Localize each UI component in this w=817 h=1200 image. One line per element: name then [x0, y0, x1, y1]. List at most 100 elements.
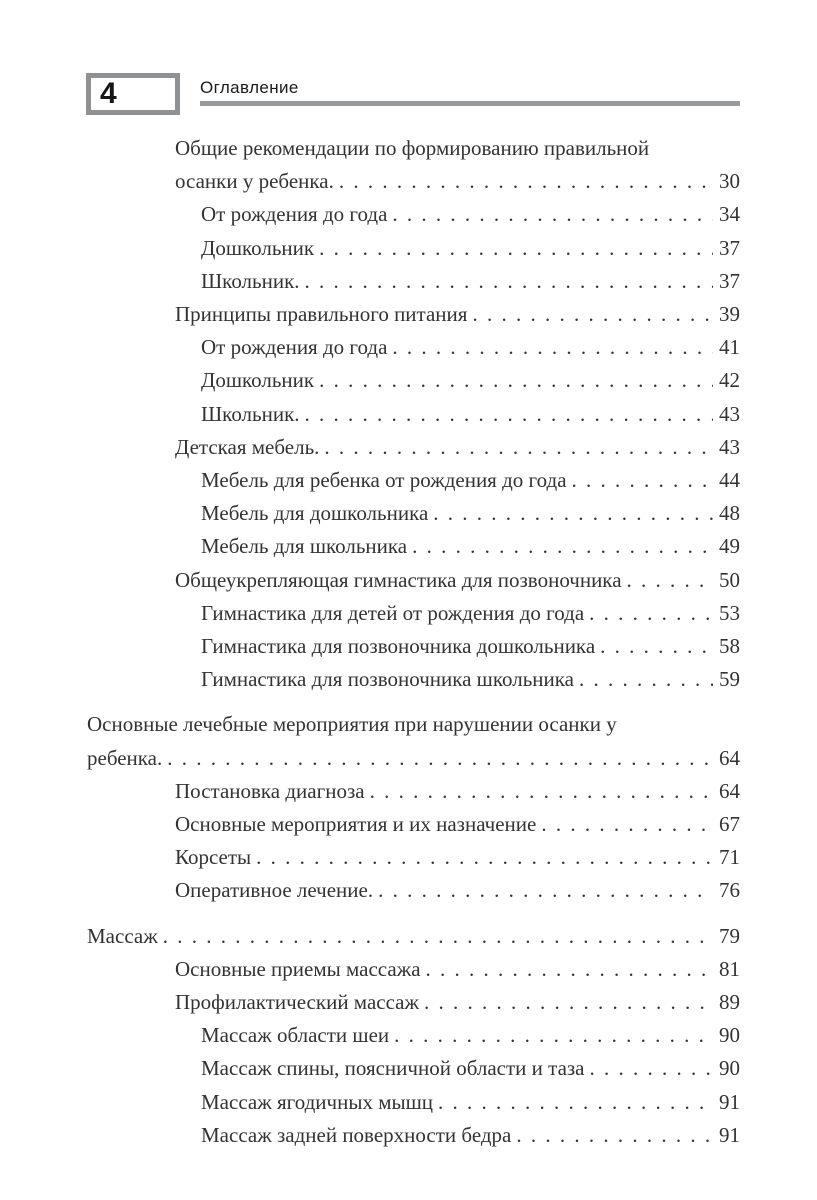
table-of-contents: Общие рекомендации по формированию прави…	[87, 132, 740, 1152]
toc-entry: Массаж спины, поясничной области и таза 9…	[87, 1052, 740, 1085]
toc-entry-title: осанки у ребенка.	[175, 169, 334, 194]
dot-leader	[370, 775, 713, 808]
header-title-block: Оглавление	[200, 73, 740, 106]
page-number-box: 4	[86, 73, 180, 115]
dot-leader	[378, 874, 713, 907]
toc-entry: Детская мебель. 43	[87, 431, 740, 464]
toc-entry-page: 76	[719, 878, 740, 903]
header-title: Оглавление	[200, 78, 299, 97]
toc-entry-page: 91	[719, 1122, 740, 1147]
toc-entry: Школьник. 37	[87, 265, 740, 298]
toc-entry-page: 43	[719, 401, 740, 426]
toc-entry-title: Массаж спины, поясничной области и таза	[201, 1056, 585, 1081]
toc-entry-line: Мебель для школьника 49	[201, 530, 740, 563]
toc-entry-line: Массаж области шеи 90	[201, 1019, 740, 1052]
toc-entry-page: 48	[719, 501, 740, 526]
toc-entry-page: 59	[719, 667, 740, 692]
toc-entry-page: 37	[719, 268, 740, 293]
toc-entry: Массаж области шеи 90	[87, 1019, 740, 1052]
toc-entry: Корсеты 71	[87, 841, 740, 874]
toc-entry: Принципы правильного питания 39	[87, 298, 740, 331]
toc-entry-line: Массаж 79	[87, 920, 740, 953]
page-number: 4	[100, 77, 117, 110]
toc-entry-line: Школьник. 43	[201, 398, 740, 431]
dot-leader	[305, 265, 713, 298]
toc-entry-title: Корсеты	[175, 845, 252, 870]
toc-entry: Основные лечебные мероприятия при наруше…	[87, 708, 740, 774]
dot-leader	[339, 165, 713, 198]
toc-entry: Основные приемы массажа 81	[87, 953, 740, 986]
toc-entry-title: Гимнастика для детей от рождения до года	[201, 600, 585, 625]
toc-entry-page: 39	[719, 302, 740, 327]
toc-entry-page: 49	[719, 534, 740, 559]
toc-entry-line: От рождения до года 34	[201, 198, 740, 231]
dot-leader	[589, 597, 713, 630]
dot-leader	[392, 331, 713, 364]
toc-entry-line: Профилактический массаж 89	[175, 986, 740, 1019]
toc-entry-title-line1: Общие рекомендации по формированию прави…	[175, 136, 650, 160]
toc-entry-title: Профилактический массаж	[175, 990, 420, 1015]
toc-entry-line: Массаж задней поверхности бедра 91	[201, 1119, 740, 1152]
toc-entry-line: Школьник. 37	[201, 265, 740, 298]
toc-entry-line: Массаж спины, поясничной области и таза 9…	[201, 1052, 740, 1085]
toc-entry-title: Детская мебель.	[175, 434, 320, 459]
dot-leader	[256, 841, 713, 874]
dot-leader	[472, 298, 713, 331]
toc-entry-page: 90	[719, 1056, 740, 1081]
dot-leader	[590, 1052, 713, 1085]
toc-entry-title: Основные приемы массажа	[175, 956, 421, 981]
toc-entry-title: Массаж ягодичных мышц	[201, 1089, 434, 1114]
toc-entry-page: 89	[719, 990, 740, 1015]
toc-entry-title: Мебель для ребенка от рождения до года	[201, 468, 567, 493]
toc-entry-line: Гимнастика для детей от рождения до года…	[201, 597, 740, 630]
toc-entry: Дошкольник 42	[87, 364, 740, 397]
toc-entry-page: 50	[719, 567, 740, 592]
toc-entry-title: Дошкольник	[201, 368, 315, 393]
toc-entry-page: 42	[719, 368, 740, 393]
toc-entry-title: Школьник.	[201, 268, 300, 293]
toc-entry: Гимнастика для детей от рождения до года…	[87, 597, 740, 630]
toc-entry-title: ребенка.	[87, 745, 163, 770]
toc-entry-title: Принципы правильного питания	[175, 302, 468, 327]
toc-entry: Постановка диагноза 64	[87, 775, 740, 808]
toc-entry-page: 71	[719, 845, 740, 870]
toc-entry: От рождения до года 34	[87, 198, 740, 231]
toc-entry-page: 37	[719, 235, 740, 260]
toc-entry-line: Основные приемы массажа 81	[175, 953, 740, 986]
toc-entry-line: Дошкольник 37	[201, 232, 740, 265]
dot-leader	[516, 1119, 713, 1152]
toc-entry: Мебель для школьника 49	[87, 530, 740, 563]
toc-entry-title: От рождения до года	[201, 202, 388, 227]
toc-entry: Профилактический массаж 89	[87, 986, 740, 1019]
toc-entry-page: 64	[719, 778, 740, 803]
toc-entry: От рождения до года 41	[87, 331, 740, 364]
dot-leader	[541, 808, 713, 841]
toc-entry-line: осанки у ребенка. 30	[175, 165, 740, 198]
toc-entry-page: 53	[719, 600, 740, 625]
dot-leader	[600, 630, 713, 663]
dot-leader	[305, 398, 713, 431]
toc-entry: Массаж ягодичных мышц 91	[87, 1086, 740, 1119]
toc-entry-title: Массаж области шеи	[201, 1023, 390, 1048]
toc-entry-page: 79	[719, 923, 740, 948]
page-header: 4 Оглавление	[86, 73, 740, 117]
toc-entry-title: Массаж задней поверхности бедра	[201, 1122, 512, 1147]
toc-entry: Мебель для дошкольника 48	[87, 497, 740, 530]
toc-entry-title: Гимнастика для позвоночника школьника	[201, 667, 574, 692]
toc-entry-line: Общеукрепляющая гимнастика для позвоночн…	[175, 564, 740, 597]
toc-entry: Массаж 79	[87, 920, 740, 953]
toc-entry-title: Гимнастика для позвоночника дошкольника	[201, 634, 596, 659]
toc-entry-title: Школьник.	[201, 401, 300, 426]
toc-entry-page: 34	[719, 202, 740, 227]
toc-entry: Школьник. 43	[87, 398, 740, 431]
toc-entry-page: 91	[719, 1089, 740, 1114]
toc-entry-line: Массаж ягодичных мышц 91	[201, 1086, 740, 1119]
toc-entry-page: 58	[719, 634, 740, 659]
dot-leader	[572, 464, 713, 497]
toc-entry-line: Принципы правильного питания 39	[175, 298, 740, 331]
toc-entry-line: Детская мебель. 43	[175, 431, 740, 464]
dot-leader	[412, 530, 713, 563]
dot-leader	[392, 198, 713, 231]
toc-entry-line: Основные мероприятия и их назначение 67	[175, 808, 740, 841]
